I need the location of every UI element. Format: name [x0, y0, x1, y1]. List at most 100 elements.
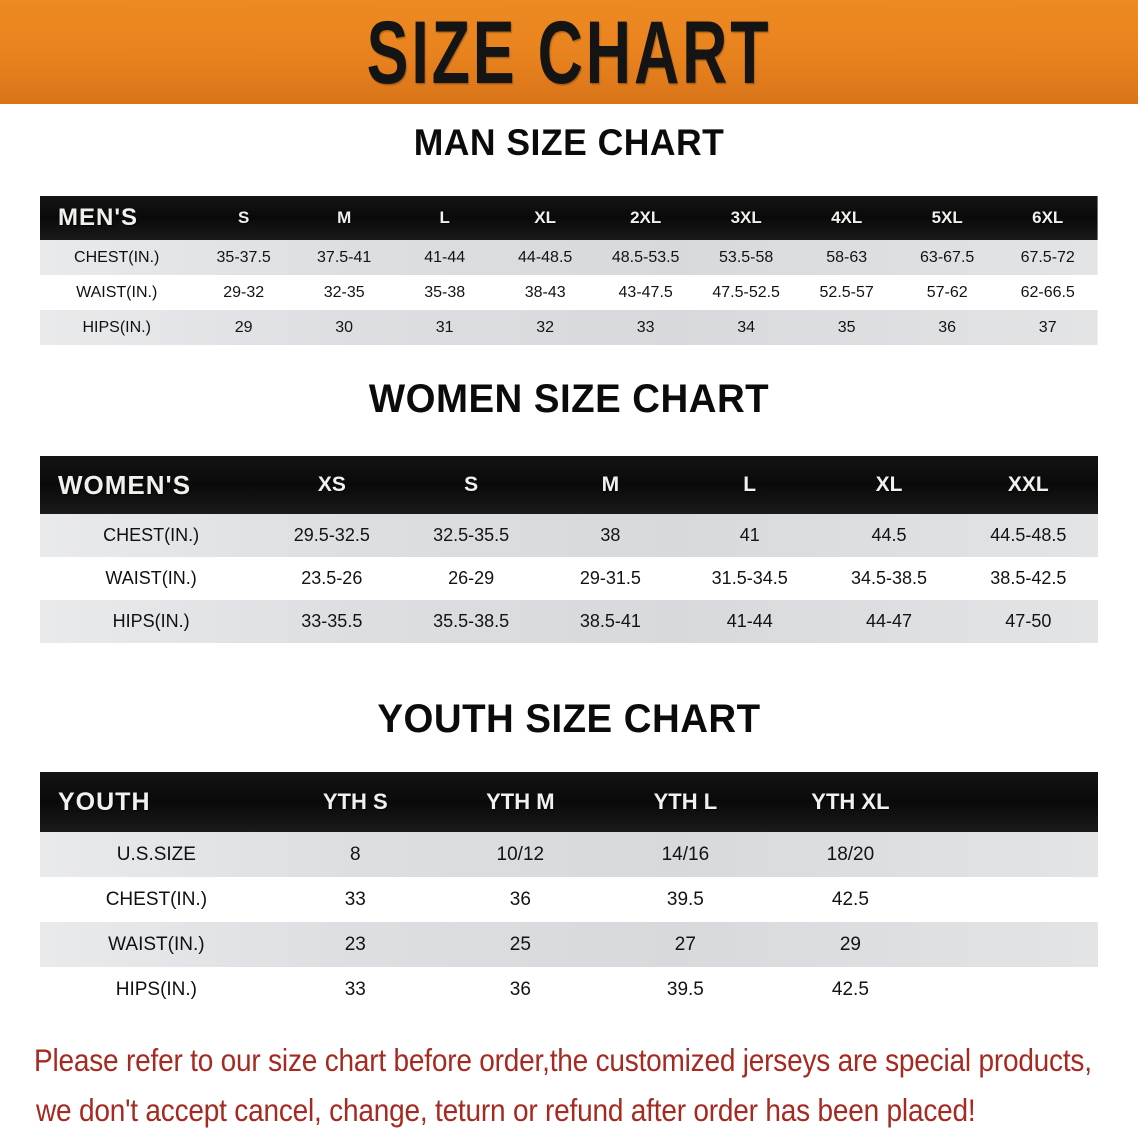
man-table-head: MEN'S S M L XL 2XL 3XL 4XL 5XL 6XL: [40, 196, 1098, 240]
man-column-header: L: [439, 208, 450, 227]
measurement-cell: 41: [739, 525, 760, 545]
measurement-cell: 38.5-42.5: [990, 568, 1067, 588]
women-header-row: WOMEN'S XS S M L XL XXL: [40, 456, 1098, 514]
disclaimer-line-1: Please refer to our size chart before or…: [34, 1042, 1092, 1078]
youth-table-corner-label: YOUTH: [58, 787, 151, 816]
measurement-cell: 37.5-41: [317, 248, 372, 266]
disclaimer-line-2: we don't accept cancel, change, teturn o…: [36, 1093, 976, 1128]
man-column-header: M: [337, 208, 352, 227]
measurement-cell: 31: [435, 318, 454, 336]
measurement-cell: 34.5-38.5: [850, 568, 928, 588]
row-label: WAIST(IN.): [105, 568, 197, 588]
measurement-cell: 36: [938, 318, 957, 336]
measurement-cell: 18/20: [826, 843, 875, 865]
man-size-table: MEN'S S M L XL 2XL 3XL 4XL 5XL 6XL CHEST(IN.) 35-3…: [40, 196, 1098, 345]
measurement-cell-empty: [933, 967, 1098, 1012]
measurement-cell: 38.5-41: [579, 611, 641, 631]
measurement-cell: 63-67.5: [920, 248, 975, 266]
measurement-cell-empty: [933, 922, 1098, 967]
man-column-header: 2XL: [630, 208, 662, 227]
measurement-cell-empty: [933, 832, 1098, 877]
table-row: WAIST(IN.) 23.5-26 26-29 29-31.5 31.5-34.5 34…: [40, 557, 1098, 600]
youth-column-header: YTH S: [322, 789, 388, 814]
measurement-cell: 29: [839, 933, 861, 955]
measurement-cell: 44-47: [865, 611, 913, 631]
youth-table-head: YOUTH YTH S YTH M YTH L YTH XL: [40, 772, 1098, 832]
measurement-cell: 58-63: [826, 248, 868, 266]
table-row: HIPS(IN.) 29 30 31 32 33 34 35 36 37: [40, 310, 1098, 345]
measurement-cell: 57-62: [926, 283, 968, 301]
youth-size-table: YOUTH YTH S YTH M YTH L YTH XL U.S.SIZE 8 10/1…: [40, 772, 1098, 1012]
table-row: U.S.SIZE 8 10/12 14/16 18/20: [40, 832, 1098, 877]
measurement-cell: 29-32: [223, 283, 265, 301]
measurement-cell: 33: [344, 978, 366, 1000]
table-row: HIPS(IN.) 33-35.5 35.5-38.5 38.5-41 41-44 44-…: [40, 600, 1098, 643]
man-column-header: 4XL: [831, 208, 863, 227]
measurement-cell: 43-47.5: [618, 283, 673, 301]
page-banner: SIZE CHART: [0, 0, 1138, 104]
measurement-cell: 42.5: [831, 978, 869, 1000]
measurement-cell: 42.5: [831, 888, 869, 910]
measurement-cell: 33-35.5: [301, 611, 363, 631]
youth-column-header-empty: [933, 772, 1098, 832]
row-label: CHEST(IN.): [105, 888, 208, 910]
measurement-cell: 35-37.5: [216, 248, 271, 266]
row-label: HIPS(IN.): [115, 978, 198, 1000]
measurement-cell: 33: [636, 318, 655, 336]
youth-header-row: YOUTH YTH S YTH M YTH L YTH XL: [40, 772, 1098, 832]
man-table-body: CHEST(IN.) 35-37.5 37.5-41 41-44 44-48.5 48.5…: [40, 240, 1098, 345]
women-column-header: M: [601, 473, 620, 496]
measurement-cell: 47-50: [1005, 611, 1052, 631]
row-label: HIPS(IN.): [112, 611, 190, 631]
measurement-cell: 41-44: [424, 248, 466, 266]
measurement-cell: 52.5-57: [819, 283, 874, 301]
measurement-cell: 29: [234, 318, 253, 336]
measurement-cell: 35-38: [424, 283, 466, 301]
youth-table-body: U.S.SIZE 8 10/12 14/16 18/20 CHEST(IN.) 33 36 39…: [40, 832, 1098, 1012]
man-section-title: MAN SIZE CHART: [413, 122, 725, 163]
measurement-cell: 31.5-34.5: [711, 568, 788, 588]
measurement-cell: 33: [344, 888, 366, 910]
youth-column-header: YTH XL: [811, 789, 890, 814]
measurement-cell: 25: [509, 933, 531, 955]
man-column-header: S: [237, 208, 250, 227]
measurement-cell: 47.5-52.5: [712, 283, 780, 301]
measurement-cell: 36: [509, 978, 531, 1000]
table-row: CHEST(IN.) 35-37.5 37.5-41 41-44 44-48.5 48.5…: [40, 240, 1098, 275]
measurement-cell: 41-44: [726, 611, 773, 631]
measurement-cell: 44-48.5: [518, 248, 573, 266]
women-column-header: XS: [317, 473, 346, 496]
table-row: WAIST(IN.) 23 25 27 29: [40, 922, 1098, 967]
man-column-header: 5XL: [931, 208, 963, 227]
measurement-cell: 48.5-53.5: [611, 248, 680, 266]
measurement-cell: 14/16: [661, 843, 710, 865]
measurement-cell: 38: [600, 525, 621, 545]
row-label: U.S.SIZE: [116, 843, 196, 865]
women-column-header: XL: [875, 473, 903, 496]
row-label: WAIST(IN.): [108, 933, 205, 955]
row-label: CHEST(IN.): [103, 525, 200, 545]
women-table-corner-label: WOMEN'S: [58, 469, 192, 500]
measurement-cell: 39.5: [666, 978, 704, 1000]
measurement-cell: 34: [737, 318, 756, 336]
table-row: HIPS(IN.) 33 36 39.5 42.5: [40, 967, 1098, 1012]
page-title: SIZE CHART: [366, 2, 772, 102]
measurement-cell: 37: [1038, 318, 1057, 336]
man-column-header: 6XL: [1032, 208, 1064, 227]
measurement-cell: 62-66.5: [1020, 283, 1075, 301]
man-column-header: 3XL: [730, 208, 762, 227]
table-row: CHEST(IN.) 29.5-32.5 32.5-35.5 38 41 44.5 44.5…: [40, 514, 1098, 557]
women-table-body: CHEST(IN.) 29.5-32.5 32.5-35.5 38 41 44.5 44.5…: [40, 514, 1098, 643]
measurement-cell: 44.5-48.5: [990, 525, 1067, 545]
measurement-cell: 23: [344, 933, 366, 955]
measurement-cell: 30: [335, 318, 354, 336]
measurement-cell: 38-43: [524, 283, 566, 301]
youth-column-header: YTH L: [653, 789, 718, 814]
women-column-header: XXL: [1007, 473, 1049, 496]
measurement-cell: 26-29: [448, 568, 495, 588]
measurement-cell: 32-35: [323, 283, 365, 301]
measurement-cell: 53.5-58: [719, 248, 774, 266]
measurement-cell: 23.5-26: [301, 568, 363, 588]
measurement-cell: 29.5-32.5: [293, 525, 370, 545]
